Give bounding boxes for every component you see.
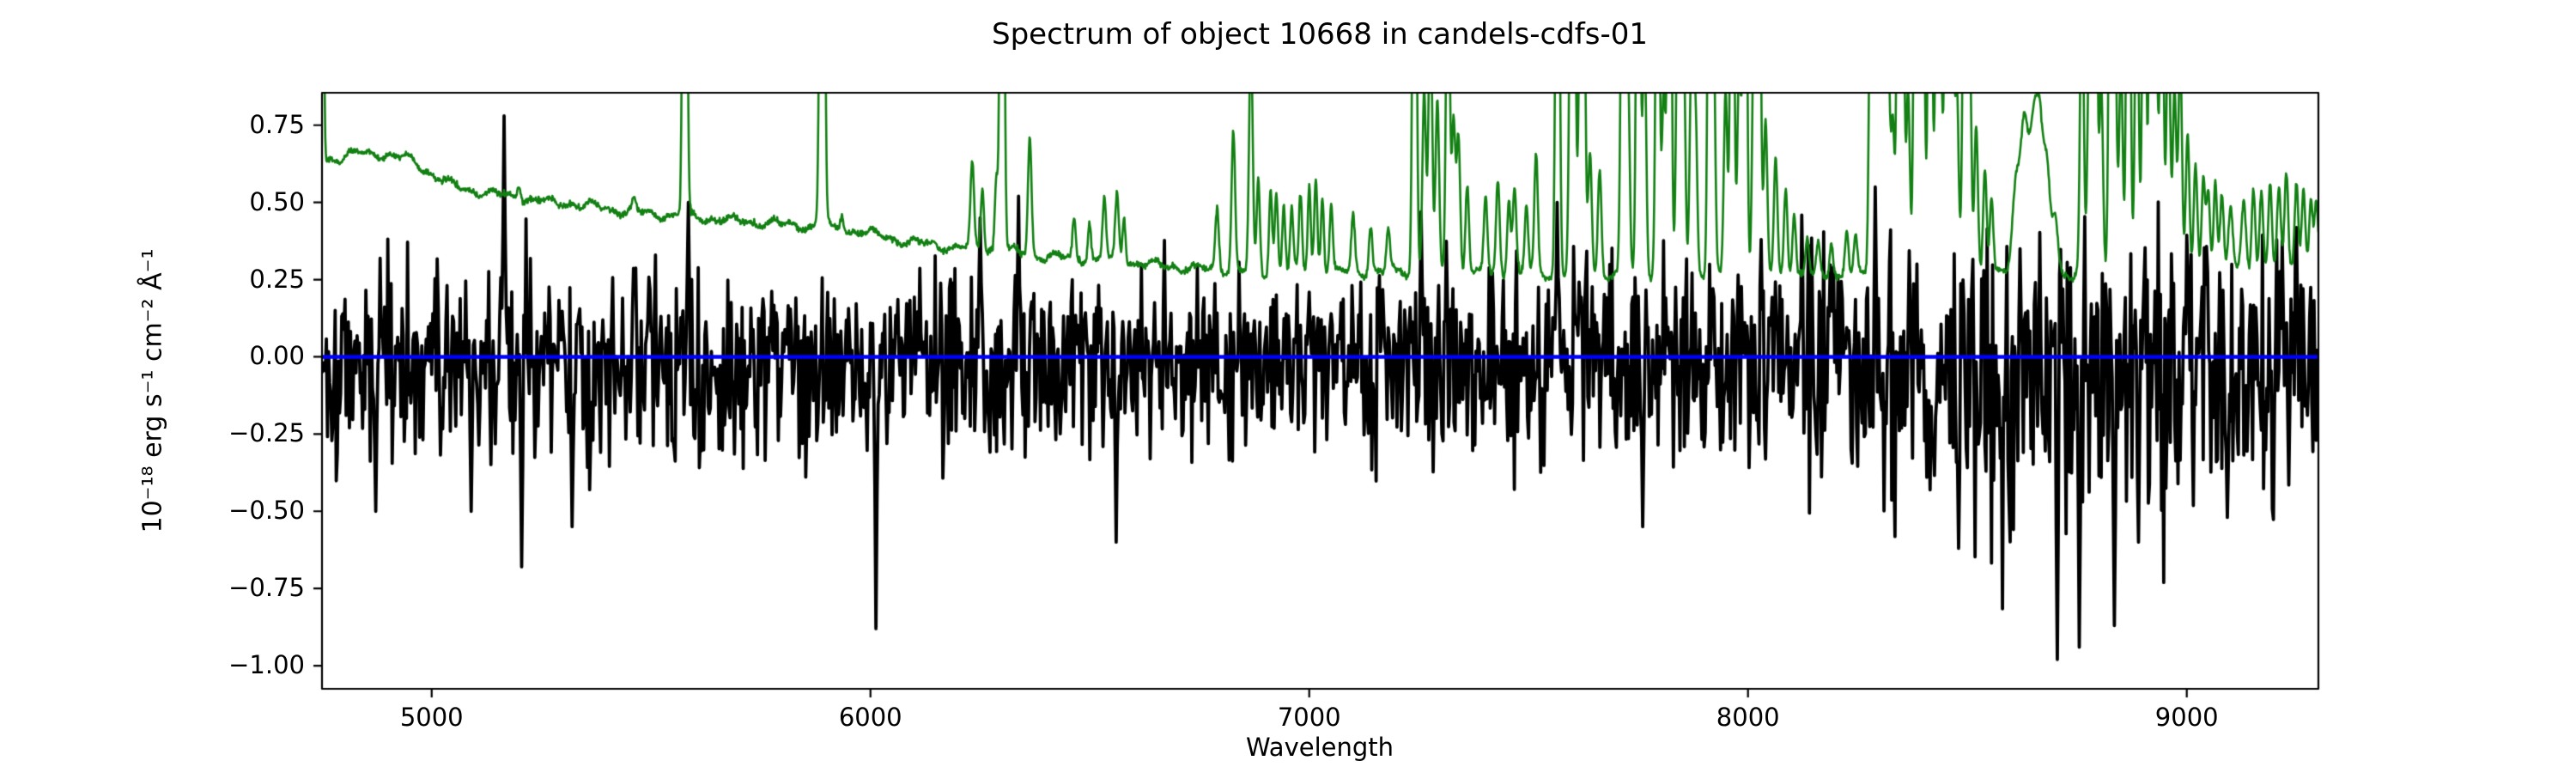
y-tick-label-0.50: 0.50 [249,186,305,216]
y-tick-label-−0.50: −0.50 [228,496,305,526]
x-tick-label-7000: 7000 [1277,703,1341,732]
y-tick-label-−0.25: −0.25 [228,418,305,448]
x-tick-label-9000: 9000 [2154,703,2219,732]
y-tick-label-−0.75: −0.75 [228,573,305,603]
x-axis-label: Wavelength [1245,733,1394,762]
y-tick-label-0.25: 0.25 [249,264,305,294]
chart-title: Spectrum of object 10668 in candels-cdfs… [992,17,1648,52]
x-tick-label-6000: 6000 [838,703,902,732]
y-tick-label-−1.00: −1.00 [228,650,305,680]
y-tick-label-0.75: 0.75 [249,109,305,139]
x-tick-label-5000: 5000 [399,703,464,732]
x-tick-label-8000: 8000 [1716,703,1780,732]
y-tick-label-0.00: 0.00 [249,341,305,371]
